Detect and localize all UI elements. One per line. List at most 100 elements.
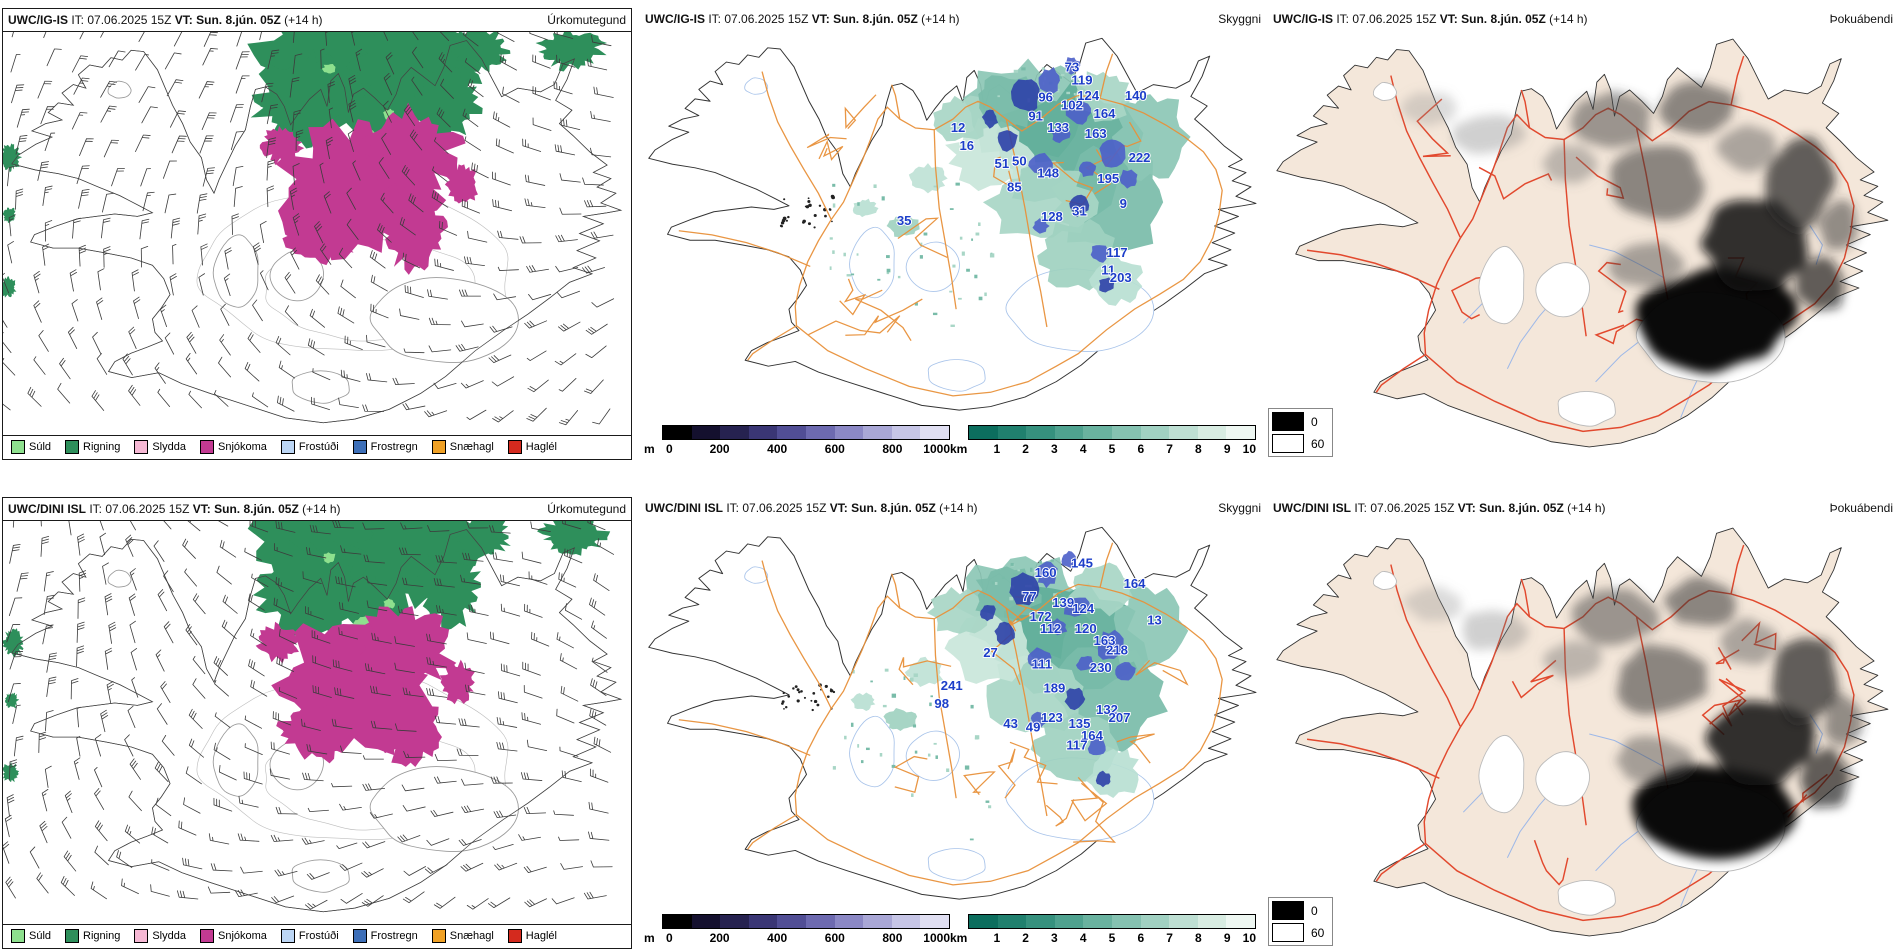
station-value: 207 <box>1109 710 1131 725</box>
km-colorbar-strip <box>968 914 1256 929</box>
station-value: 133 <box>1047 120 1069 135</box>
panel-visibility-model2: UWC/DINI ISL IT: 07.06.2025 15Z VT: Sun.… <box>640 497 1266 949</box>
colorbar-tick: 3 <box>1051 931 1058 945</box>
product-label: Úrkomutegund <box>547 13 626 27</box>
colorbar-unit: m <box>644 442 655 456</box>
legend-label: Haglél <box>525 930 557 942</box>
legend-swatch <box>280 440 295 454</box>
coastline-overlay <box>11 529 623 913</box>
legend-item-rigning: Rigning <box>65 929 120 943</box>
colorbar-tick: 600 <box>824 931 845 945</box>
colorbar-tick: 4 <box>1079 442 1087 456</box>
station-value: 13 <box>1147 613 1162 628</box>
colorbar-tick: 800 <box>882 442 903 456</box>
colorbar-tick: 10 <box>1242 442 1256 456</box>
station-value: 9 <box>1120 197 1127 212</box>
station-value: 11 <box>1101 263 1115 278</box>
station-value: 140 <box>1125 88 1147 103</box>
legend-label: Frostúði <box>298 930 339 942</box>
rain-area <box>3 521 611 783</box>
legend-label: Haglél <box>525 441 557 453</box>
colorbar-tick: 2 <box>1022 931 1029 945</box>
legend-swatch <box>352 440 367 454</box>
station-value: 189 <box>1043 681 1065 696</box>
legend-label: Rigning <box>83 930 121 942</box>
precip-type-legend: Súld Rigning Slydda Snjókoma Frostúði Frostre… <box>3 435 631 458</box>
legend-swatch <box>134 929 149 943</box>
fog-legend-value: 0 <box>1311 414 1318 429</box>
panel-header: UWC/DINI ISL IT: 07.06.2025 15Z VT: Sun.… <box>3 498 631 521</box>
legend-label: Snæhagl <box>449 930 494 942</box>
colorbar-tick: 0 <box>666 931 673 945</box>
run-info: UWC/IG-IS IT: 07.06.2025 15Z VT: Sun. 8.… <box>8 13 323 27</box>
legend-label: Slydda <box>152 930 186 942</box>
km-colorbar-strip <box>968 425 1256 440</box>
m-colorbar-strip <box>662 914 950 929</box>
station-value: 85 <box>1007 180 1022 195</box>
legend-item-frostregn: Frostregn <box>352 929 418 943</box>
station-value: 164 <box>1081 728 1104 743</box>
panel-fog-model1: UWC/IG-IS IT: 07.06.2025 15Z VT: Sun. 8.… <box>1268 8 1898 460</box>
station-value: 218 <box>1106 643 1128 658</box>
legend-label: Slydda <box>152 441 186 453</box>
wind-barbs <box>3 521 615 910</box>
legend-swatch <box>65 929 80 943</box>
fog-legend-row: 0 <box>1272 901 1324 920</box>
legend-swatch <box>65 440 80 454</box>
legend-label: Snjókoma <box>217 441 267 453</box>
colorbar-tick: 7 <box>1166 931 1173 945</box>
station-value: 98 <box>934 696 949 711</box>
station-value: 241 <box>941 678 963 693</box>
station-value: 163 <box>1085 126 1107 141</box>
station-value: 132 <box>1096 702 1118 717</box>
colorbar-tick: 400 <box>767 931 788 945</box>
road-network <box>678 542 1223 886</box>
model-name: UWC/DINI ISL <box>8 502 86 516</box>
station-value: 148 <box>1037 166 1059 181</box>
product-label: Þokuábendi <box>1829 501 1893 515</box>
station-value: 139 <box>1052 595 1074 610</box>
colorbars: m 0 200 400 600 800 1000 km 1 2 3 4 5 6 7 8 9 10 <box>640 911 1266 950</box>
visibility-colorbar: km 1 2 3 4 5 6 7 8 9 10 <box>950 914 1256 946</box>
station-value: 117 <box>1106 245 1127 260</box>
iceland-fog-map <box>1276 38 1889 448</box>
station-value: 164 <box>1124 576 1147 591</box>
legend-item-snjókoma: Snjókoma <box>199 929 267 943</box>
colorbar-tick: 1 <box>993 931 1001 945</box>
legend-item-slydda: Slydda <box>134 440 186 454</box>
product-label: Skyggni <box>1218 12 1261 26</box>
legend-item-snæhagl: Snæhagl <box>431 440 494 454</box>
station-value: 73 <box>1065 60 1080 75</box>
station-value: 123 <box>1041 710 1063 725</box>
station-value: 117 <box>1066 738 1087 753</box>
station-value: 124 <box>1072 601 1095 616</box>
precip-type-legend: Súld Rigning Slydda Snjókoma Frostúði Frostre… <box>3 924 631 947</box>
fog-legend-row: 0 <box>1272 412 1324 431</box>
legend-item-haglél: Haglél <box>507 440 557 454</box>
station-value: 120 <box>1075 621 1097 636</box>
station-value: 51 <box>995 156 1010 171</box>
legend-swatch <box>11 440 25 454</box>
legend-swatch <box>11 929 25 943</box>
product-label: Úrkomutegund <box>547 502 626 516</box>
legend-label: Súld <box>29 930 52 942</box>
station-value: 128 <box>1041 210 1063 225</box>
station-value: 172 <box>1030 609 1052 624</box>
m-colorbar-ticks: m 0 200 400 600 800 1000 <box>644 929 950 946</box>
legend-item-frostregn: Frostregn <box>352 440 418 454</box>
colorbar-tick: 5 <box>1108 931 1116 945</box>
station-value: 222 <box>1129 150 1151 165</box>
station-value: 16 <box>959 138 974 153</box>
legend-label: Frostregn <box>370 930 418 942</box>
fog-legend-row: 60 <box>1272 923 1324 942</box>
m-colorbar-strip <box>662 425 950 440</box>
station-value: 50 <box>1012 154 1027 169</box>
colorbar-tick: 200 <box>709 442 730 456</box>
fog-legend: 0 60 <box>1268 408 1334 457</box>
legend-item-frostúði: Frostúði <box>280 440 339 454</box>
legend-item-snæhagl: Snæhagl <box>431 929 494 943</box>
cloudbase-colorbar: m 0 200 400 600 800 1000 <box>644 425 950 457</box>
coastline <box>648 526 1257 900</box>
product-label: Þokuábendi <box>1829 12 1893 26</box>
